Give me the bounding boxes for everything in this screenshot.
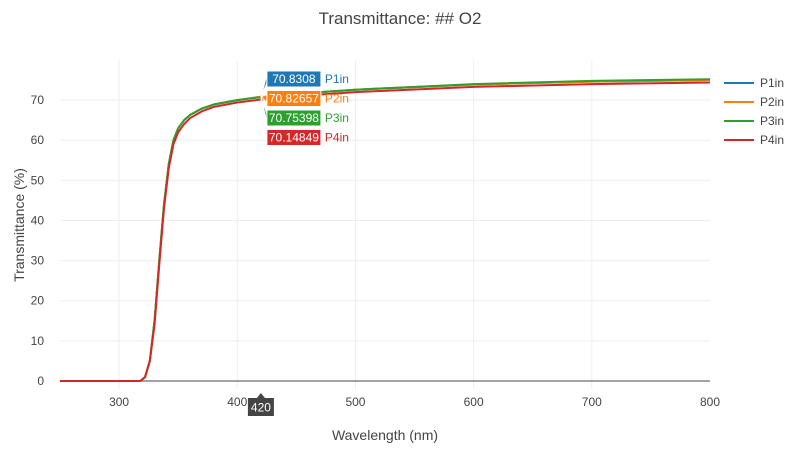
hover-value: 70.8308 — [272, 72, 316, 86]
series-lines — [60, 78, 711, 382]
x-tick-label: 800 — [700, 395, 720, 409]
hover-value-box — [266, 70, 322, 88]
hover-value: 70.75398 — [269, 111, 319, 125]
series-line-P1in — [60, 79, 711, 382]
hover-pointer — [260, 74, 268, 97]
hover-x-pointer — [256, 393, 265, 398]
hover-value-box — [266, 109, 322, 127]
y-tick-label: 40 — [31, 213, 45, 227]
hover-series-name: P2in — [325, 92, 349, 106]
y-tick-label: 10 — [31, 334, 45, 348]
legend-item-P1in[interactable]: P1in — [724, 76, 784, 90]
hover-x-label: 420 — [247, 393, 274, 416]
series-line-P4in — [60, 81, 711, 382]
series-line-P3in — [60, 78, 711, 382]
legend-label: P4in — [760, 133, 784, 147]
hover-label-P2in: 70.82657 P2in — [259, 90, 349, 107]
hover-series-name: P3in — [325, 111, 349, 125]
hover-value: 70.14849 — [269, 131, 319, 145]
hover-x-box — [247, 398, 274, 416]
hover-value-box — [266, 90, 322, 107]
legend-label: P1in — [760, 76, 784, 90]
grid-lines — [60, 60, 710, 389]
hover-value-box — [266, 129, 322, 146]
hover-value: 70.82657 — [269, 92, 319, 106]
chart-title: Transmittance: ## O2 — [319, 9, 482, 28]
x-tick-label: 300 — [109, 395, 129, 409]
x-tick-label: 700 — [582, 395, 602, 409]
y-tick-label: 20 — [31, 294, 45, 308]
legend-item-P2in[interactable]: P2in — [724, 95, 784, 109]
x-tick-label: 400 — [227, 395, 247, 409]
legend[interactable]: P1in P2in P3in P4in — [724, 76, 784, 147]
y-tick-label: 0 — [37, 374, 44, 388]
y-tick-label: 60 — [31, 133, 45, 147]
legend-item-P3in[interactable]: P3in — [724, 114, 784, 128]
hover-label-P1in: 70.8308 P1in — [260, 70, 349, 97]
legend-label: P2in — [760, 95, 784, 109]
hover-x-value: 420 — [251, 401, 271, 415]
hover-series-name: P1in — [325, 72, 349, 86]
legend-item-P4in[interactable]: P4in — [724, 133, 784, 147]
series-line-P2in — [60, 79, 711, 382]
y-tick-label: 50 — [31, 173, 45, 187]
x-tick-label: 600 — [464, 395, 484, 409]
axis-ticks: 300 400 500 600 700 800 0 10 20 30 40 50 60 70 — [31, 93, 721, 409]
y-tick-label: 70 — [31, 93, 45, 107]
legend-label: P3in — [760, 114, 784, 128]
x-tick-label: 500 — [345, 395, 365, 409]
hover-series-name: P4in — [325, 131, 349, 145]
y-tick-label: 30 — [31, 254, 45, 268]
x-axis-title: Wavelength (nm) — [332, 427, 438, 443]
hover-label-P3in: 70.75398 P3in — [260, 96, 349, 127]
y-axis-title: Transmittance (%) — [11, 168, 27, 282]
hover-label-P4in: 70.14849 P4in — [260, 99, 349, 146]
